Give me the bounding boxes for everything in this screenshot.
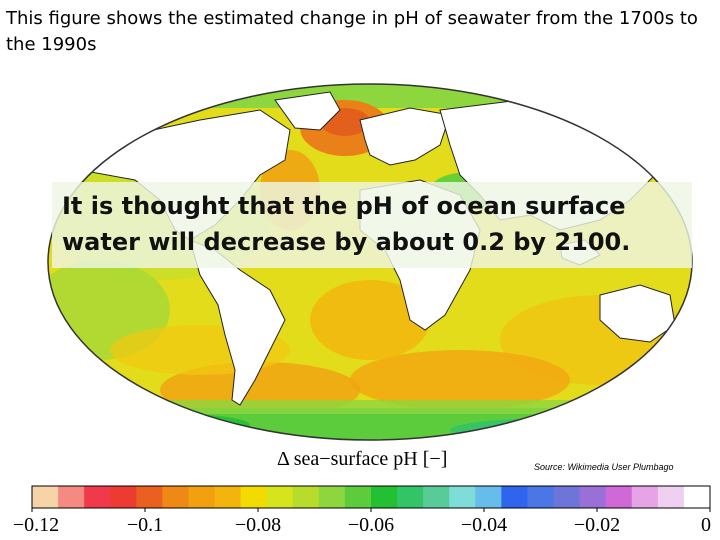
colorbar-tick-label: −0.04	[460, 514, 508, 536]
colorbar-swatch	[423, 486, 450, 508]
colorbar-swatch	[397, 486, 424, 508]
colorbar-title: Δ sea−surface pH [−]	[277, 448, 448, 470]
colorbar-swatch	[188, 486, 216, 508]
colorbar-tick-label: −0.12	[12, 514, 60, 536]
colorbar-tick-label: −0.02	[573, 514, 621, 536]
colorbar-swatch	[58, 486, 85, 508]
colorbar-swatch	[292, 486, 320, 508]
colorbar-swatch	[527, 486, 555, 508]
colorbar-tick-label: −0.08	[234, 514, 282, 536]
projection-callout: It is thought that the pH of ocean surfa…	[52, 182, 692, 268]
colorbar-swatch	[32, 486, 59, 508]
colorbar-swatch	[371, 486, 398, 508]
colorbar-swatch	[162, 486, 189, 508]
colorbar-swatch	[605, 486, 633, 508]
colorbar-tick-label: −0.06	[347, 514, 395, 536]
colorbar-swatch	[214, 486, 242, 508]
source-credit: Source: Wikimedia User Plumbago	[534, 462, 674, 472]
colorbar-swatch	[657, 486, 685, 508]
colorbar-swatch	[449, 486, 476, 508]
colorbar-swatch	[266, 486, 294, 508]
figure-caption: This figure shows the estimated change i…	[6, 8, 698, 55]
colorbar-swatch	[84, 486, 111, 508]
colorbar	[31, 485, 711, 512]
colorbar-swatch	[631, 486, 659, 508]
colorbar-swatch	[475, 486, 502, 508]
colorbar-swatch	[553, 486, 581, 508]
colorbar-tick-label: −0.1	[126, 514, 164, 536]
colorbar-swatch	[110, 486, 137, 508]
ocean-ph-map	[40, 80, 720, 450]
colorbar-swatch	[136, 486, 163, 508]
colorbar-swatch	[344, 486, 372, 508]
colorbar-swatch	[240, 486, 268, 508]
colorbar-swatch	[683, 486, 711, 508]
callout-text: It is thought that the pH of ocean surfa…	[62, 192, 631, 256]
colorbar-swatch	[579, 486, 607, 508]
colorbar-swatch	[501, 486, 528, 508]
colorbar-swatch	[318, 486, 346, 508]
colorbar-tick-label: 0	[701, 514, 711, 536]
